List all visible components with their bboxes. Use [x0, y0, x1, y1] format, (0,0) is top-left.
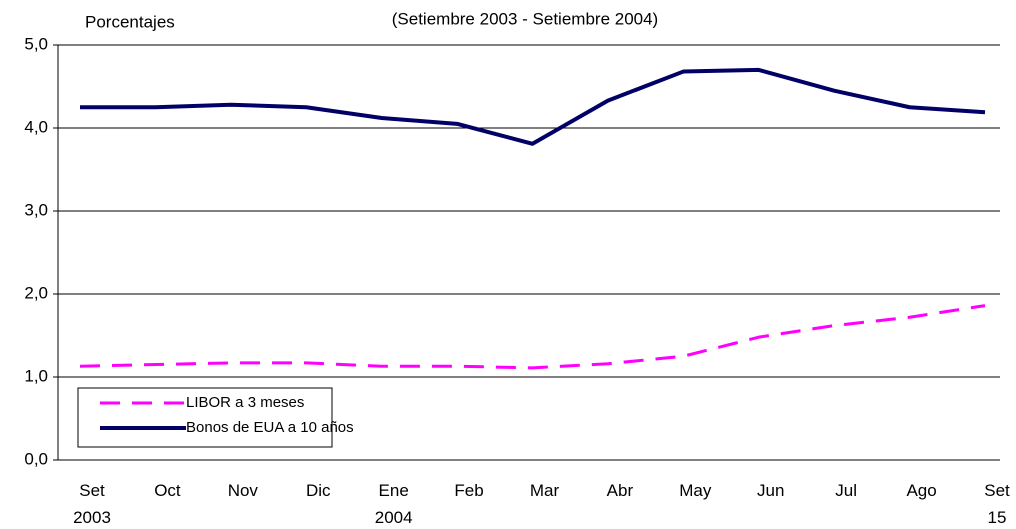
x-tick-label: Feb [454, 481, 483, 500]
legend-box [77, 387, 333, 448]
x-tick-label: Ene 2004 [375, 481, 413, 527]
y-tick-label: 3,0 [24, 200, 48, 219]
line-series [79, 304, 986, 370]
x-tick-label: Oct [154, 481, 181, 500]
chart-title: (Setiembre 2003 - Setiembre 2004) [392, 9, 658, 28]
x-tick-label: Nov [228, 481, 259, 500]
legend-label: Bonos de EUA a 10 años [186, 419, 354, 436]
y-tick-label: 1,0 [24, 366, 48, 385]
x-tick-label: Jun [757, 481, 784, 500]
y-tick-label: 0,0 [24, 449, 48, 468]
x-tick-label: Abr [607, 481, 634, 500]
line-series [80, 67, 986, 146]
x-tick-label: Set 2003 [73, 481, 111, 527]
x-tick-label: Ago [906, 481, 936, 500]
y-tick-label: 4,0 [24, 117, 48, 136]
x-tick-label: Set 15 [984, 481, 1010, 527]
x-tick-label: Jul [835, 481, 857, 500]
y-axis-label: Porcentajes [85, 12, 175, 31]
y-tick-label: 2,0 [24, 283, 48, 302]
x-tick-label: May [679, 481, 712, 500]
x-tick-label: Dic [306, 481, 331, 500]
legend-label: LIBOR a 3 meses [186, 394, 304, 411]
y-tick-label: 5,0 [24, 34, 48, 53]
x-tick-label: Mar [530, 481, 560, 500]
